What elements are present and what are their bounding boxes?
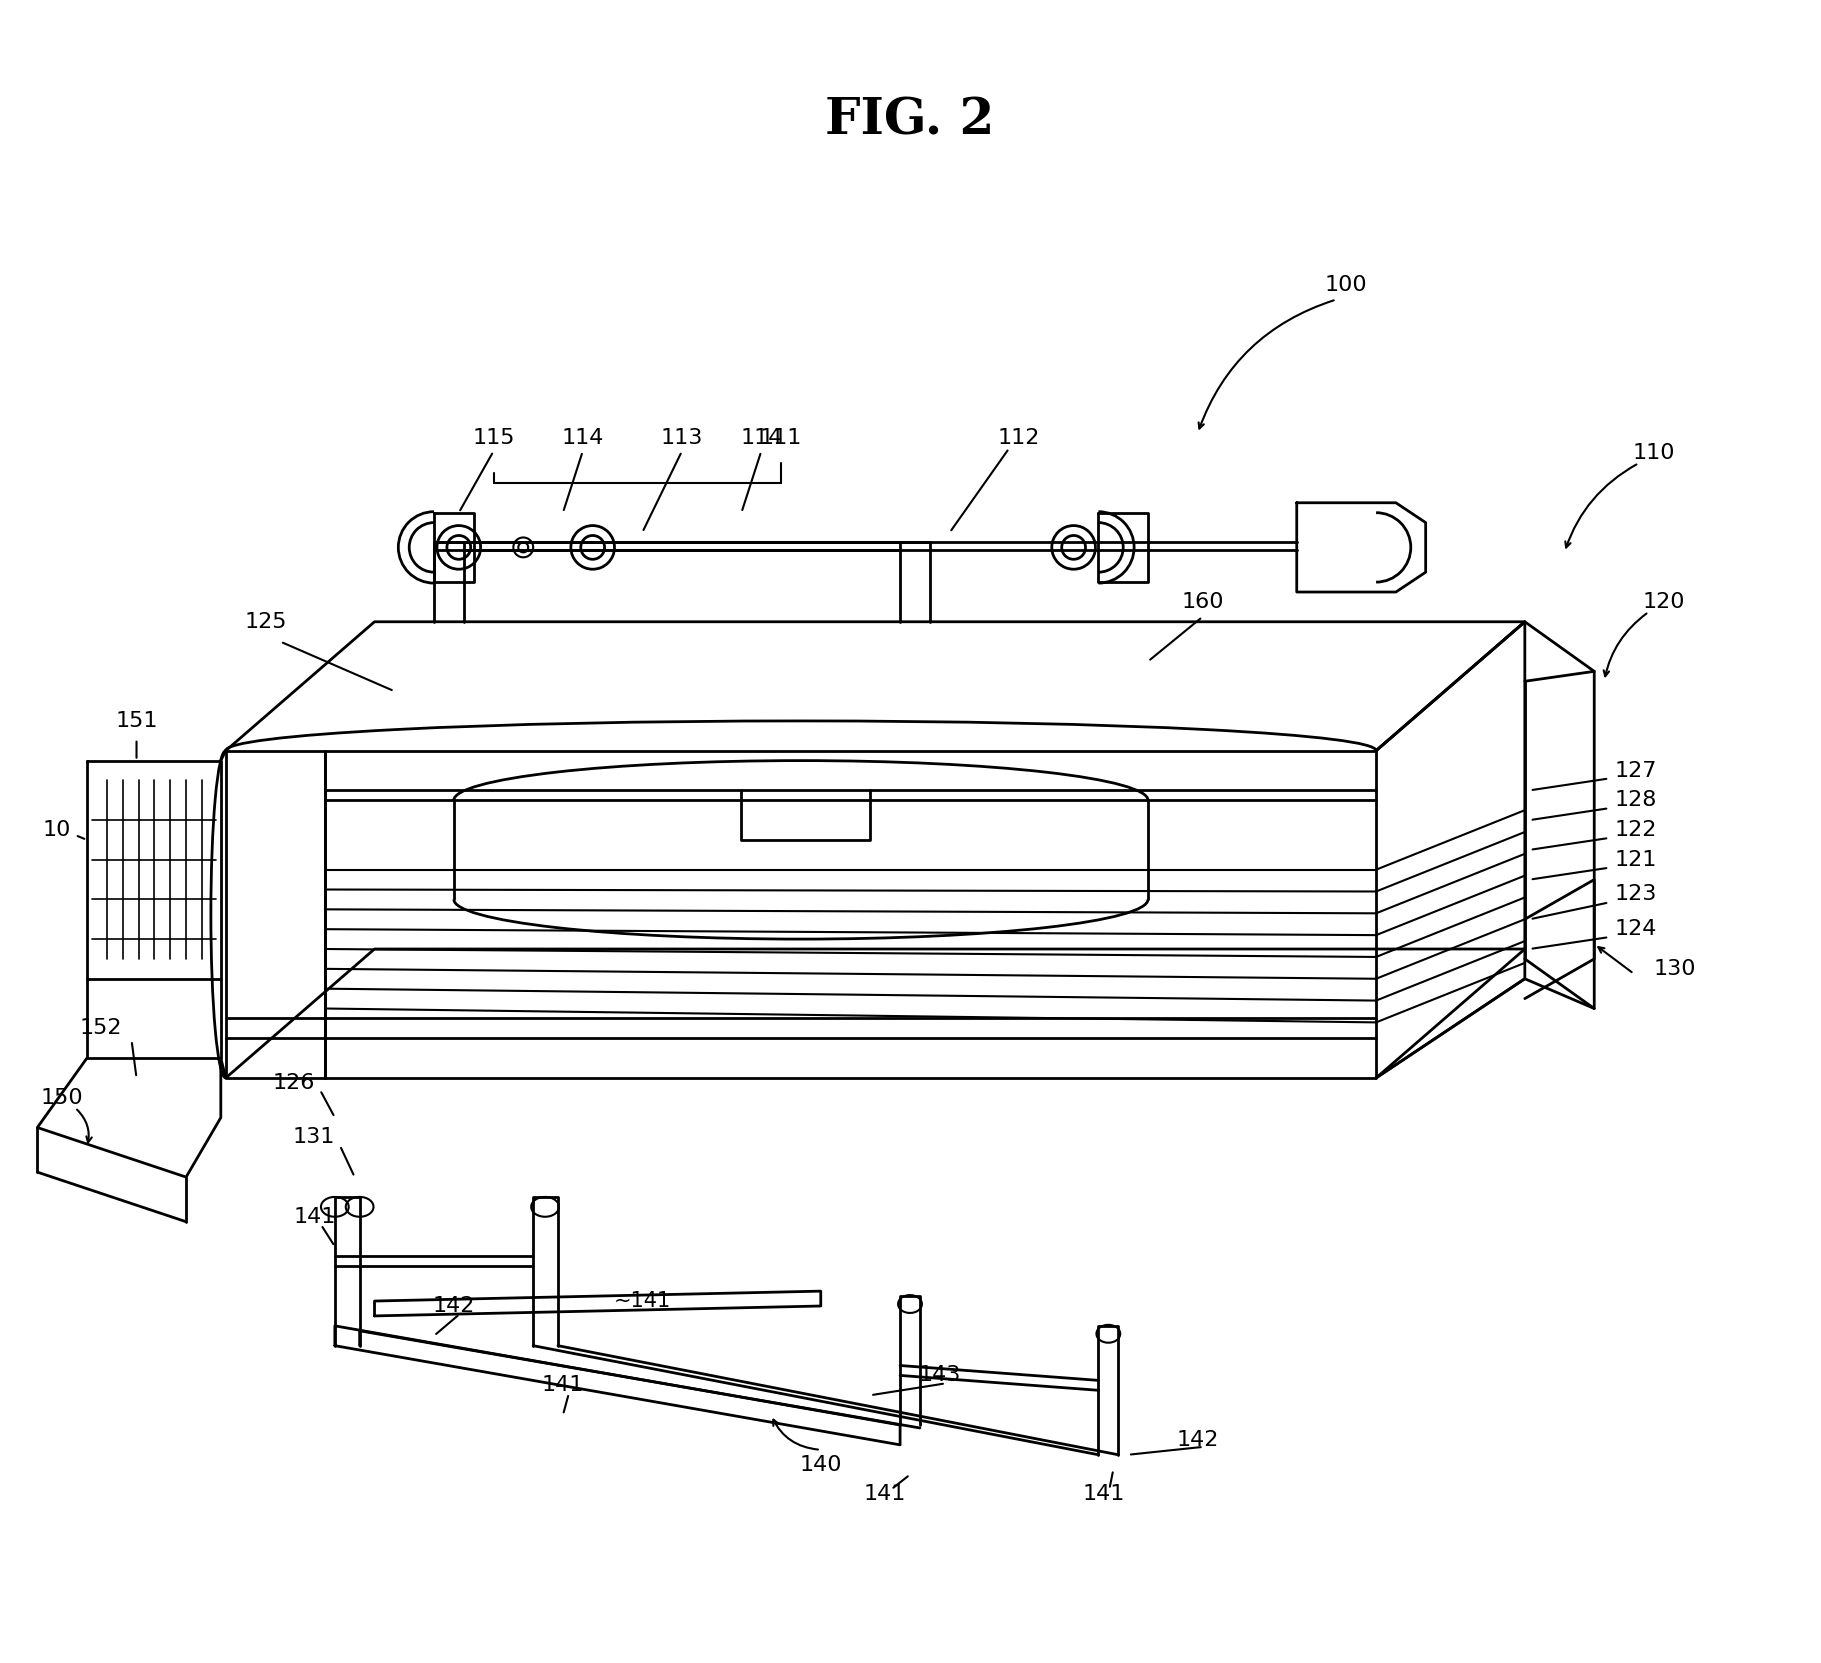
Text: 124: 124 bbox=[1613, 920, 1657, 940]
Text: FIG. 2: FIG. 2 bbox=[825, 96, 994, 145]
Text: 113: 113 bbox=[661, 429, 703, 449]
Text: 114: 114 bbox=[739, 429, 783, 449]
Text: 110: 110 bbox=[1632, 442, 1675, 464]
Text: 151: 151 bbox=[115, 710, 158, 732]
Text: 122: 122 bbox=[1613, 820, 1657, 840]
Text: 130: 130 bbox=[1653, 960, 1695, 980]
Text: 160: 160 bbox=[1182, 592, 1224, 612]
Text: 100: 100 bbox=[1326, 274, 1368, 294]
Text: 121: 121 bbox=[1613, 850, 1657, 870]
Text: 141: 141 bbox=[293, 1207, 337, 1227]
Text: 112: 112 bbox=[998, 429, 1040, 449]
Text: ~141: ~141 bbox=[614, 1290, 670, 1310]
Text: 120: 120 bbox=[1643, 592, 1684, 612]
Text: 141: 141 bbox=[863, 1485, 907, 1505]
Text: 142: 142 bbox=[1176, 1430, 1218, 1450]
Text: 142: 142 bbox=[433, 1295, 475, 1315]
Text: 127: 127 bbox=[1613, 760, 1657, 780]
Text: 123: 123 bbox=[1613, 885, 1657, 905]
Text: 141: 141 bbox=[541, 1375, 585, 1395]
Text: 150: 150 bbox=[40, 1088, 84, 1108]
Text: 115: 115 bbox=[472, 429, 515, 449]
Text: 111: 111 bbox=[759, 429, 803, 449]
Text: 128: 128 bbox=[1613, 790, 1657, 810]
Text: 140: 140 bbox=[799, 1455, 841, 1475]
Text: 125: 125 bbox=[244, 612, 286, 632]
Text: 152: 152 bbox=[78, 1018, 122, 1038]
Text: 143: 143 bbox=[918, 1365, 961, 1385]
Text: 10: 10 bbox=[44, 820, 71, 840]
Text: 131: 131 bbox=[293, 1128, 335, 1147]
Text: 141: 141 bbox=[1082, 1485, 1125, 1505]
Text: 126: 126 bbox=[273, 1073, 315, 1093]
Text: 114: 114 bbox=[561, 429, 605, 449]
